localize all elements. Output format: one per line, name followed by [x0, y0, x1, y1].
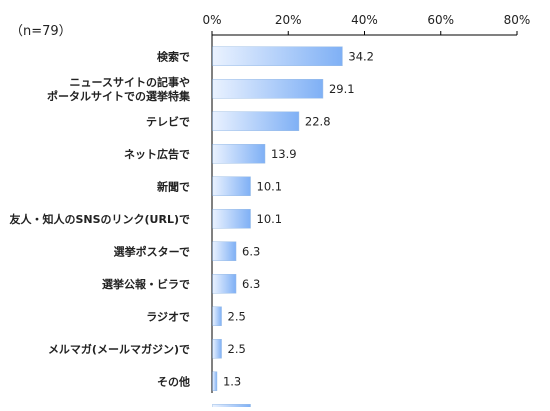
value-label: 6.3: [242, 244, 260, 258]
value-label: 34.2: [348, 49, 374, 63]
x-tick-label: 40%: [351, 13, 378, 27]
value-label: 2.5: [228, 342, 246, 356]
bar: [213, 242, 237, 261]
category-label: 検索で: [157, 49, 190, 63]
bar: [213, 339, 222, 358]
x-tick-label: 20%: [275, 13, 302, 27]
bar: [213, 209, 251, 228]
sample-size-note: （n=79）: [10, 20, 72, 39]
category-label: その他: [157, 374, 190, 388]
value-label: 22.8: [305, 114, 331, 128]
x-tick-label: 0%: [202, 13, 221, 27]
category-label: 友人・知人のSNSのリンク(URL)で: [9, 212, 190, 226]
value-label: 10.1: [257, 179, 283, 193]
bar: [213, 112, 299, 131]
value-label: 6.3: [242, 277, 260, 291]
category-label: メルマガ(メールマガジン)で: [48, 342, 190, 356]
value-label: 29.1: [329, 82, 355, 96]
category-label: 選挙ポスターで: [114, 244, 190, 258]
value-label: 10.1: [257, 212, 283, 226]
bar: [213, 177, 251, 196]
category-label: ラジオで: [146, 310, 190, 323]
bar: [213, 274, 237, 293]
category-label: 選挙公報・ビラで: [102, 277, 190, 291]
value-label: 1.3: [223, 374, 241, 388]
category-label: ネット広告で: [124, 147, 190, 161]
bar: [213, 79, 323, 98]
bar: [213, 372, 217, 391]
x-tick-label: 80%: [504, 13, 531, 27]
bar: [213, 307, 222, 326]
x-tick-label: 60%: [427, 13, 454, 27]
value-label: 2.5: [228, 309, 246, 323]
category-label: 新聞で: [157, 179, 190, 193]
bar: [213, 47, 343, 66]
category-label: ポータルサイトでの選挙特集: [47, 89, 191, 103]
value-label: 13.9: [271, 147, 297, 161]
category-label: ニュースサイトの記事や: [70, 75, 190, 89]
bar: [213, 144, 265, 163]
category-label: テレビで: [146, 114, 190, 128]
